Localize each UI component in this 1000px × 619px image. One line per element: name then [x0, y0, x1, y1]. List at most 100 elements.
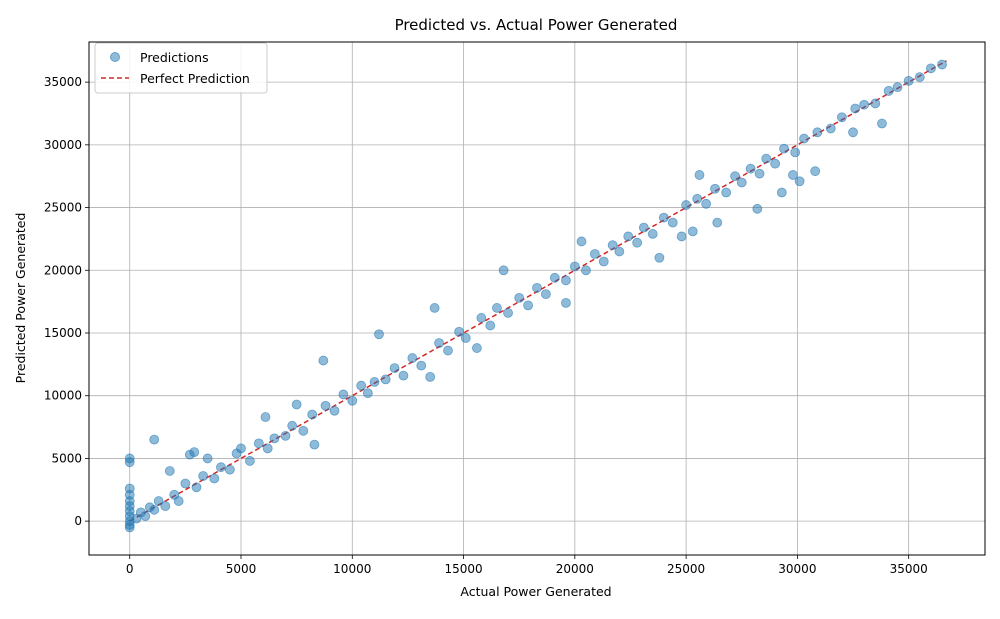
data-point: [298, 425, 309, 436]
data-point: [318, 355, 329, 366]
data-point: [883, 86, 894, 96]
chart-title: Predicted vs. Actual Power Generated: [395, 16, 678, 34]
y-tick-label: 15000: [44, 326, 82, 340]
data-point: [658, 212, 669, 223]
data-point: [937, 59, 947, 70]
data-point: [514, 292, 525, 303]
data-point: [425, 371, 436, 382]
data-point: [581, 265, 591, 276]
data-point: [216, 462, 226, 473]
data-point: [189, 447, 200, 458]
x-axis-label: Actual Power Generated: [460, 584, 611, 599]
data-point: [836, 112, 847, 123]
data-point: [492, 303, 502, 313]
x-tick-label: 15000: [444, 562, 482, 576]
data-point: [692, 193, 703, 204]
data-point: [262, 443, 273, 454]
y-tick-label: 10000: [44, 389, 82, 403]
data-point: [374, 329, 384, 340]
data-point: [569, 261, 580, 272]
data-point: [790, 147, 801, 158]
data-point: [681, 200, 692, 210]
x-tick-label: 30000: [778, 562, 816, 576]
data-point: [149, 434, 160, 445]
data-point: [269, 433, 280, 444]
x-tick-label: 25000: [667, 562, 705, 576]
y-axis-label: Predicted Power Generated: [13, 213, 28, 384]
data-point: [859, 99, 870, 110]
data-point: [810, 166, 821, 177]
data-point: [389, 363, 400, 374]
data-point: [291, 399, 302, 410]
data-point: [124, 483, 135, 494]
x-tick-label: 35000: [890, 562, 928, 576]
legend-label-perfect-prediction: Perfect Prediction: [140, 71, 250, 86]
data-point: [398, 370, 409, 381]
data-point: [694, 170, 705, 180]
data-point: [848, 127, 858, 138]
data-point: [191, 482, 202, 493]
y-tick-label: 5000: [51, 451, 82, 465]
data-point: [745, 163, 756, 174]
data-point: [140, 511, 151, 522]
data-point: [926, 63, 936, 74]
data-point: [623, 231, 634, 242]
data-point: [209, 473, 220, 484]
data-point: [576, 236, 587, 247]
y-tick-label: 20000: [44, 263, 82, 277]
data-point: [812, 127, 823, 138]
data-point: [280, 430, 291, 441]
data-point: [416, 360, 427, 371]
data-point: [460, 333, 471, 343]
y-tick-label: 30000: [44, 138, 82, 152]
data-point: [245, 456, 255, 466]
y-axis-ticks: 0 5000 10000 15000 20000 25000 30000 35000: [44, 75, 89, 528]
data-point: [307, 409, 318, 420]
data-point: [541, 289, 551, 300]
data-point: [503, 308, 513, 318]
legend-box: [94, 42, 268, 94]
data-point: [476, 313, 487, 323]
data-point: [338, 389, 349, 400]
data-point: [870, 98, 881, 109]
data-point: [532, 282, 542, 293]
data-point: [362, 388, 373, 399]
data-point: [472, 343, 482, 353]
data-point: [914, 72, 925, 83]
y-tick-label: 35000: [44, 75, 82, 89]
data-point: [124, 453, 135, 464]
data-point: [149, 504, 160, 515]
data-point: [752, 203, 763, 214]
data-point: [877, 118, 887, 129]
grid: [89, 42, 985, 555]
data-point: [903, 75, 914, 86]
legend-label-predictions: Predictions: [140, 50, 209, 65]
legend-marker-predictions: [110, 52, 120, 62]
plot-area-frame: [88, 41, 986, 556]
x-tick-label: 10000: [333, 562, 371, 576]
data-point: [676, 231, 687, 242]
data-point: [614, 246, 625, 257]
data-point: [407, 353, 418, 363]
data-point: [498, 265, 509, 276]
data-point: [761, 153, 772, 164]
data-point: [561, 275, 571, 286]
data-point: [794, 176, 805, 187]
y-tick-label: 25000: [44, 201, 82, 215]
x-tick-label: 20000: [556, 562, 594, 576]
data-point: [202, 453, 213, 464]
data-point: [224, 464, 235, 475]
data-point: [153, 496, 164, 506]
x-tick-label: 5000: [226, 562, 257, 576]
data-point: [329, 405, 340, 416]
data-point: [667, 217, 678, 228]
x-axis-ticks: 0 5000 10000 15000 20000 25000 30000 35000: [126, 555, 928, 576]
data-point: [850, 103, 861, 114]
x-tick-label: 0: [126, 562, 134, 576]
data-point: [180, 478, 191, 489]
data-point: [454, 326, 465, 337]
data-point: [754, 168, 765, 179]
data-point: [173, 496, 184, 506]
data-point: [236, 443, 246, 454]
